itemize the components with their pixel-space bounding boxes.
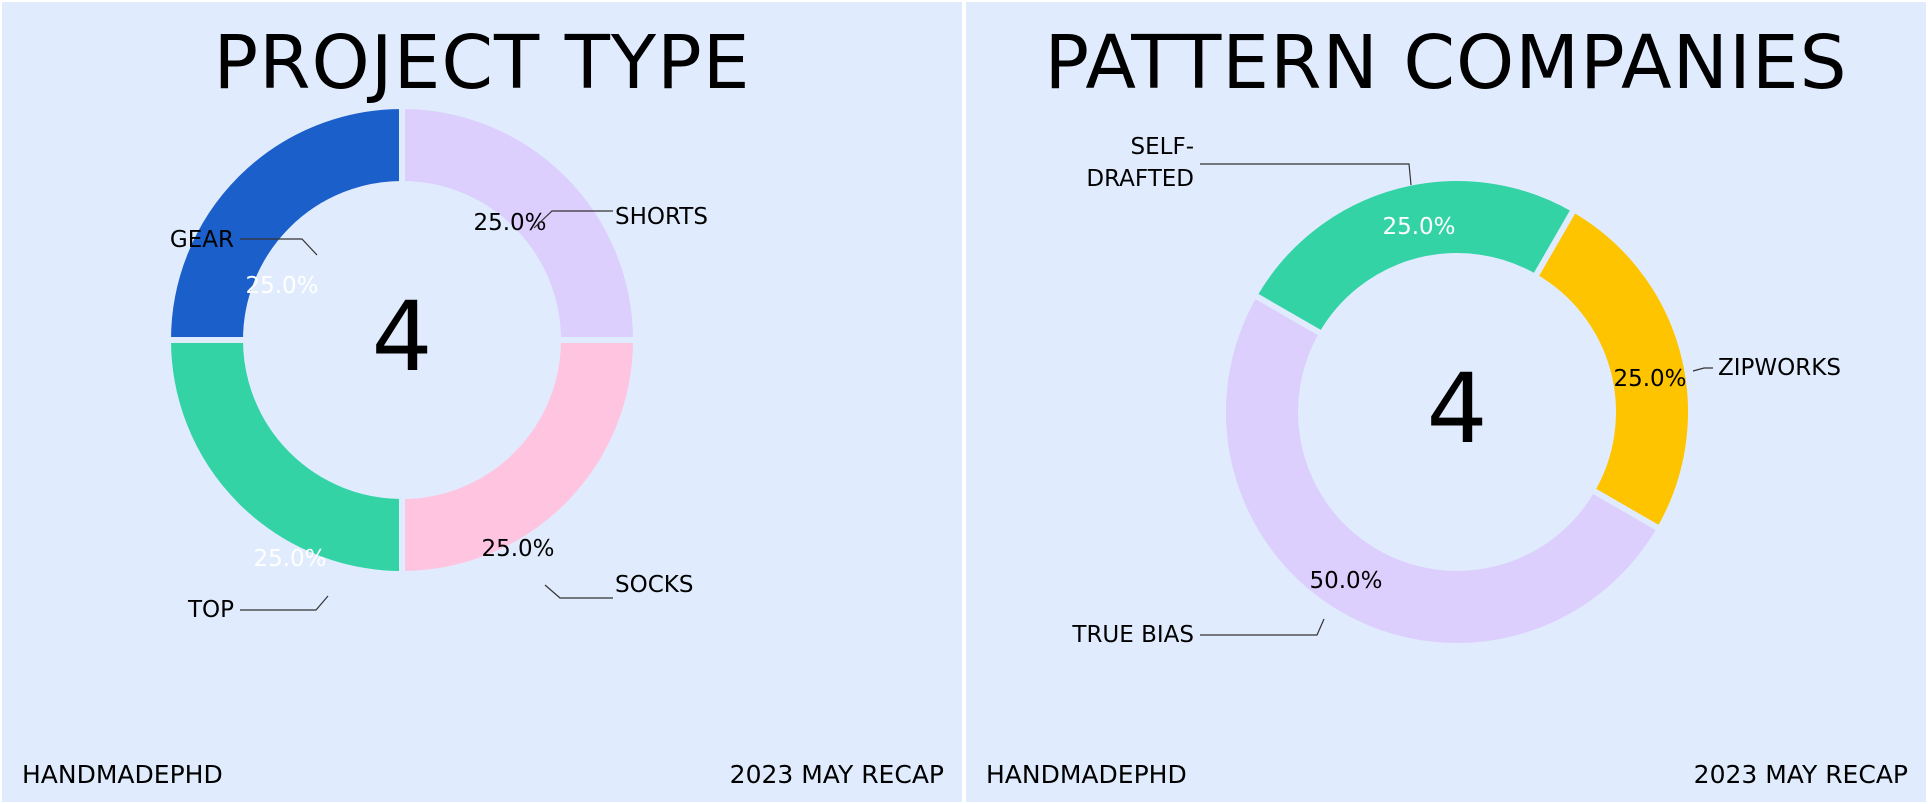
pattern-companies-panel: PATTERN COMPANIES 25.0% ZIPWORKS 50.0% TRUE… [966, 2, 1926, 802]
footer-brand: HANDMADEPHD [22, 760, 223, 789]
chart-title: PATTERN COMPANIES [1044, 20, 1848, 106]
center-count-label: 4 [1426, 353, 1487, 465]
slice-self-drafted [1250, 175, 1579, 339]
leader-line [544, 584, 613, 599]
slice-zipworks [1530, 205, 1694, 534]
leader-line [240, 595, 329, 611]
slice-category-label: SELF-DRAFTED [1086, 134, 1194, 192]
slice-category-label: TRUE BIAS [1071, 622, 1194, 648]
slice-percent-label: 25.0% [253, 546, 326, 572]
footer-recap-label: 2023 MAY RECAP [1693, 760, 1908, 789]
slice-category-label: SHORTS [615, 204, 708, 230]
slice-category-label: TOP [187, 597, 234, 623]
slice-gear [164, 102, 405, 343]
leader-line [533, 210, 613, 229]
chart-title: PROJECT TYPE [213, 20, 751, 106]
center-count-label: 4 [371, 281, 432, 393]
slice-shorts [399, 102, 640, 343]
pattern-companies-donut-chart: 25.0% ZIPWORKS 50.0% TRUE BIAS 25.0% SELF-DRA… [1071, 134, 1841, 649]
slice-category-label: ZIPWORKS [1718, 355, 1841, 381]
footer-brand: HANDMADEPHD [986, 760, 1187, 789]
leader-line [240, 238, 318, 256]
slice-socks [399, 337, 640, 578]
footer-recap-label: 2023 MAY RECAP [729, 760, 944, 789]
leader-line [1692, 367, 1713, 372]
slice-percent-label: 25.0% [473, 210, 546, 236]
slice-percent-label: 25.0% [1613, 366, 1686, 392]
slice-top [164, 337, 405, 578]
slice-category-label: GEAR [170, 227, 234, 253]
slice-percent-label: 25.0% [1382, 214, 1455, 240]
leader-line [1200, 163, 1412, 186]
slice-category-label: SOCKS [615, 572, 693, 598]
project-type-donut-chart: 25.0% SHORTS 25.0% SOCKS 25.0% TOP 25.0% GEAR 4 [164, 102, 708, 623]
slice-percent-label: 25.0% [481, 536, 554, 562]
slice-true-bias [1220, 290, 1664, 649]
slice-percent-label: 25.0% [245, 273, 318, 299]
leader-line [1200, 618, 1325, 636]
slice-percent-label: 50.0% [1309, 568, 1382, 594]
project-type-panel: PROJECT TYPE 25.0% SHORTS 25.0% SOCKS 25.0% T… [2, 2, 962, 802]
